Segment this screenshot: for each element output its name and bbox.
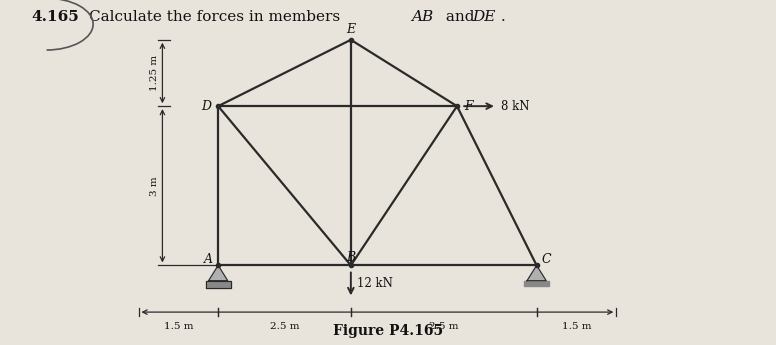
Text: 1.25 m: 1.25 m — [151, 55, 159, 91]
Text: 4.165: 4.165 — [31, 10, 79, 24]
Text: 8 kN: 8 kN — [501, 100, 529, 113]
Text: 1.5 m: 1.5 m — [164, 322, 193, 331]
Text: E: E — [346, 23, 355, 36]
Text: D: D — [202, 100, 212, 113]
Text: Figure P4.165: Figure P4.165 — [333, 324, 443, 338]
Text: 12 kN: 12 kN — [357, 277, 393, 290]
Text: Calculate the forces in members: Calculate the forces in members — [89, 10, 345, 24]
Text: C: C — [542, 253, 551, 266]
Polygon shape — [527, 265, 546, 281]
Text: 2.5 m: 2.5 m — [270, 322, 300, 331]
Text: B: B — [346, 252, 355, 265]
Text: 2.5 m: 2.5 m — [429, 322, 459, 331]
Polygon shape — [209, 265, 227, 281]
Text: A: A — [204, 253, 213, 266]
Text: .: . — [501, 10, 505, 24]
Text: 1.5 m: 1.5 m — [562, 322, 591, 331]
Text: and: and — [441, 10, 479, 24]
Text: F: F — [464, 100, 473, 113]
Text: DE: DE — [472, 10, 495, 24]
Polygon shape — [206, 281, 230, 288]
Text: 3 m: 3 m — [151, 176, 159, 196]
Text: AB: AB — [411, 10, 434, 24]
Polygon shape — [525, 281, 549, 286]
